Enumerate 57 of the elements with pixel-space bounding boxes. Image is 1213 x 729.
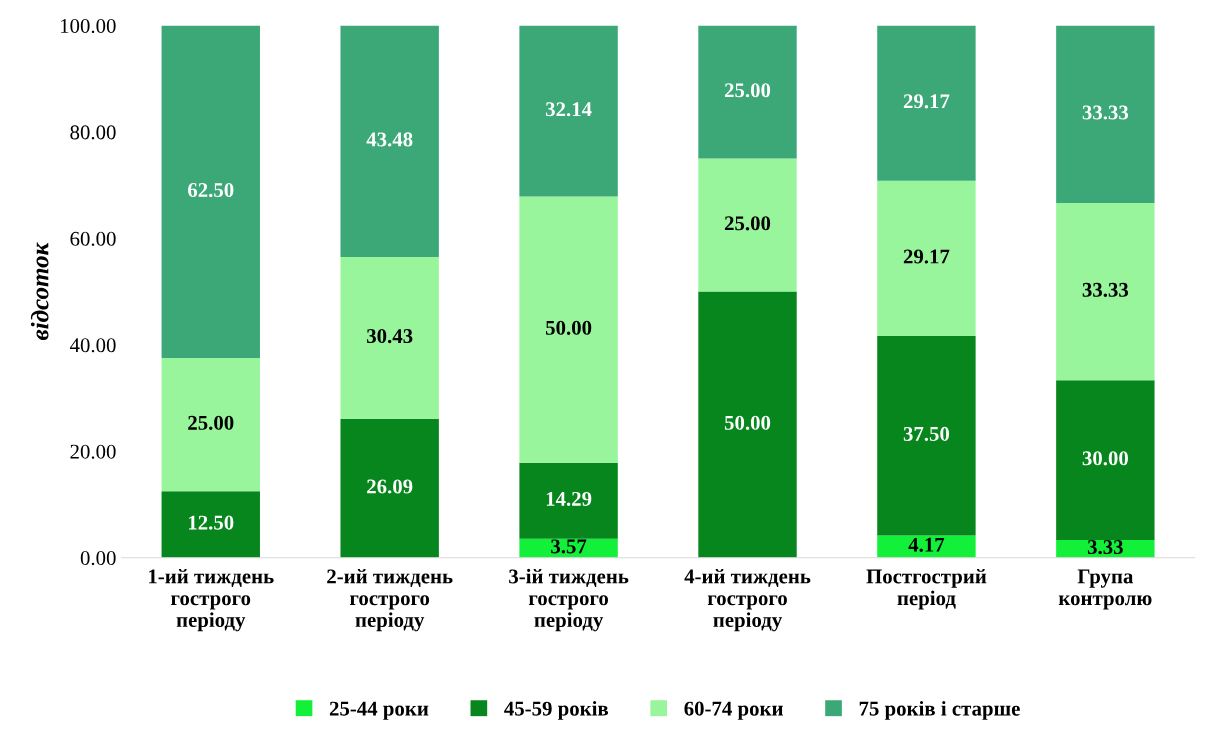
bar	[698, 291, 797, 558]
y-tick-label: 20.00	[70, 444, 116, 459]
bar	[1056, 25, 1155, 203]
data-label: 30.00	[1082, 451, 1128, 466]
bar	[519, 462, 618, 539]
data-label: 3.57	[551, 539, 587, 554]
y-tick-label: 60.00	[70, 231, 116, 246]
legend-label: 25-44 роки	[329, 701, 429, 720]
data-label: 50.00	[724, 415, 771, 430]
bar	[519, 196, 618, 463]
legend-label: 75 років і старше	[859, 700, 1020, 720]
data-label: 30.43	[367, 329, 413, 344]
bar	[698, 25, 797, 159]
legend-label: 45-59 років	[504, 700, 609, 720]
bar	[519, 25, 618, 197]
data-label: 14.29	[546, 491, 592, 506]
data-label: 29.17	[903, 249, 950, 264]
bar	[340, 25, 439, 257]
bar	[340, 256, 439, 419]
bar	[340, 418, 439, 558]
data-label: 25.00	[724, 216, 771, 231]
x-tick-label: 3-ій тиждень гострого періоду	[509, 568, 629, 632]
bar	[161, 491, 260, 558]
x-tick-label: 2-ий тиждень гострого періоду	[327, 568, 453, 632]
bar	[161, 358, 260, 492]
y-tick-label: 80.00	[70, 125, 116, 140]
x-tick-label: Група контролю	[1058, 569, 1152, 610]
data-label: 32.14	[545, 102, 592, 117]
legend-label: 60-74 роки	[684, 701, 783, 720]
bar	[161, 25, 260, 359]
data-label: 26.09	[367, 479, 413, 494]
bar	[877, 25, 976, 181]
data-label: 33.33	[1082, 282, 1129, 297]
y-tick-label: 40.00	[69, 338, 116, 353]
y-axis-title: відсоток	[30, 242, 49, 341]
bar	[877, 180, 976, 336]
y-tick-label: 100.00	[60, 18, 116, 34]
x-tick-label: Постгострий період	[866, 568, 987, 610]
bar	[1056, 202, 1155, 381]
data-label: 25.00	[724, 83, 771, 98]
bar	[877, 335, 976, 536]
bar	[1056, 380, 1155, 540]
bar	[698, 158, 797, 292]
data-label: 33.33	[1082, 105, 1129, 120]
data-label: 62.50	[188, 182, 234, 198]
data-label: 50.00	[545, 320, 592, 335]
y-tick-label: 0.00	[80, 551, 116, 566]
data-label: 43.48	[366, 132, 413, 147]
data-label: 12.50	[188, 515, 234, 530]
data-label: 3.33	[1087, 540, 1123, 555]
data-label: 4.17	[908, 537, 945, 552]
data-label: 37.50	[903, 426, 950, 442]
data-label: 29.17	[903, 94, 950, 109]
data-label: 25.00	[188, 415, 234, 430]
x-tick-label: 1-ий тиждень гострого періоду	[149, 568, 274, 632]
x-tick-label: 4-ий тиждень гострого періоду	[684, 568, 811, 632]
bar	[877, 535, 976, 558]
